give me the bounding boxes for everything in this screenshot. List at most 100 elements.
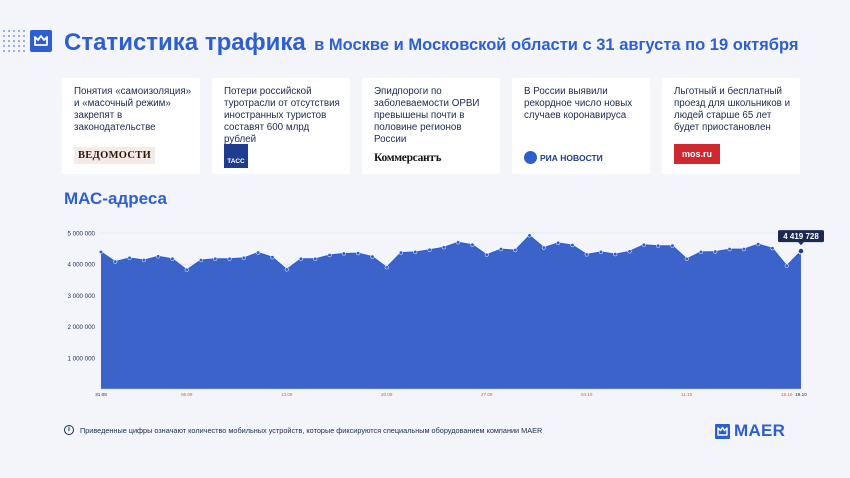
news-text: Понятия «самоизоляция» и «масочный режим… <box>74 86 192 133</box>
x-tick-label: 19.10 <box>795 392 807 397</box>
mosru-logo: mos.ru <box>674 144 721 164</box>
data-point <box>541 245 546 250</box>
data-point <box>356 251 361 256</box>
news-card[interactable]: Льготный и бесплатный проезд для школьни… <box>662 78 800 174</box>
page-title: Статистика трафика <box>64 29 306 56</box>
data-point <box>698 249 704 255</box>
data-point <box>756 242 761 247</box>
data-point <box>513 248 518 253</box>
data-point <box>598 249 604 255</box>
news-card[interactable]: Потери российской туротрасли от отсутств… <box>212 78 350 174</box>
data-point <box>341 251 346 256</box>
data-point <box>270 255 275 260</box>
x-tick-label: 04.10 <box>581 392 593 397</box>
data-point <box>298 256 304 261</box>
news-text: Потери российской туротрасли от отсутств… <box>224 86 340 145</box>
x-tick-label: 18.10 <box>781 392 793 397</box>
crown-icon <box>715 423 730 439</box>
vedomosti-logo: ВЕДОМОСТИ <box>74 147 156 164</box>
data-point <box>141 258 146 263</box>
x-tick-label: 27.09 <box>481 392 493 397</box>
globe-icon <box>524 151 537 164</box>
data-point <box>656 243 661 248</box>
data-point <box>156 254 161 259</box>
data-point <box>413 249 418 255</box>
info-icon: i <box>64 425 74 435</box>
footnote-text: Приведенные цифры означают количество мо… <box>80 425 543 435</box>
data-point <box>584 252 589 257</box>
x-tick-label: 11.10 <box>681 392 693 397</box>
decor-dots <box>3 30 27 54</box>
x-tick-label: 06.09 <box>181 392 193 397</box>
brand-text: MAER <box>734 421 786 440</box>
chart-title: МАС-адреса <box>64 189 167 208</box>
data-point <box>384 265 389 270</box>
data-point <box>256 250 261 255</box>
data-point <box>456 240 461 245</box>
x-tick-label: 13.09 <box>281 392 293 397</box>
tass-logo: ТАСС <box>224 144 248 168</box>
data-point <box>670 243 675 248</box>
y-tick-label: 5 000 000 <box>67 231 95 238</box>
data-point <box>441 245 446 250</box>
data-point <box>784 263 789 268</box>
x-tick-label: 20.09 <box>381 392 393 397</box>
badge-pointer <box>798 242 804 246</box>
data-point <box>213 256 218 261</box>
data-point <box>641 242 646 247</box>
page-subtitle: в Москве и Московской области с 31 авгус… <box>314 36 799 54</box>
news-text: В России выявили рекордное число новых с… <box>524 86 633 121</box>
ria-logo: РИА НОВОСТИ <box>524 151 603 164</box>
data-point <box>198 258 204 263</box>
y-tick-label: 4 000 000 <box>67 262 95 269</box>
data-point <box>184 267 189 272</box>
data-point <box>127 255 132 261</box>
data-point <box>713 249 718 254</box>
data-point <box>170 256 175 261</box>
x-tick-label: 31.08 <box>95 392 107 397</box>
last-value-badge <box>778 230 824 243</box>
series-line <box>100 234 802 271</box>
series-area <box>101 235 801 389</box>
data-point <box>284 267 289 272</box>
news-card[interactable]: В России выявили рекордное число новых с… <box>512 78 650 174</box>
kommersant-logo: Коммерсантъ <box>374 152 442 164</box>
news-card[interactable]: Эпидпороги по заболеваемости ОРВИ превыш… <box>362 78 500 174</box>
page-header: Статистика трафика в Москве и Московской… <box>64 29 798 57</box>
crown-logo-icon <box>30 30 52 52</box>
news-card[interactable]: Понятия «самоизоляция» и «масочный режим… <box>62 78 200 174</box>
data-point <box>527 233 532 238</box>
mac-address-chart: 1 000 000 2 000 000 3 000 000 4 000 000 5 00… <box>67 230 824 397</box>
data-point <box>727 247 732 252</box>
data-point <box>613 252 618 257</box>
data-point <box>556 240 561 246</box>
data-point <box>427 247 432 252</box>
data-point <box>684 256 689 261</box>
data-point <box>327 253 332 258</box>
last-value-label: 4 419 728 <box>783 232 819 241</box>
data-point <box>313 256 318 261</box>
y-tick-label: 2 000 000 <box>67 324 95 331</box>
data-point <box>470 242 475 247</box>
news-cards: Понятия «самоизоляция» и «масочный режим… <box>62 78 800 174</box>
data-point <box>370 254 375 259</box>
data-point <box>113 259 118 264</box>
data-point <box>227 256 232 261</box>
ria-logo-text: РИА НОВОСТИ <box>540 152 603 163</box>
data-point <box>98 249 104 255</box>
brand-logo: MAER <box>715 421 785 441</box>
data-point <box>398 250 404 255</box>
y-tick-label: 3 000 000 <box>67 293 95 300</box>
data-point <box>627 249 632 254</box>
data-point <box>741 247 746 252</box>
data-point <box>241 255 246 261</box>
data-point <box>498 247 504 252</box>
footnote: i Приведенные цифры означают количество … <box>64 425 542 435</box>
data-point <box>570 243 575 248</box>
y-tick-label: 1 000 000 <box>67 355 95 362</box>
data-point <box>797 247 805 255</box>
news-text: Льготный и бесплатный проезд для школьни… <box>674 86 791 133</box>
news-text: Эпидпороги по заболеваемости ОРВИ превыш… <box>374 86 480 145</box>
data-point <box>484 252 489 257</box>
data-point <box>770 246 775 251</box>
